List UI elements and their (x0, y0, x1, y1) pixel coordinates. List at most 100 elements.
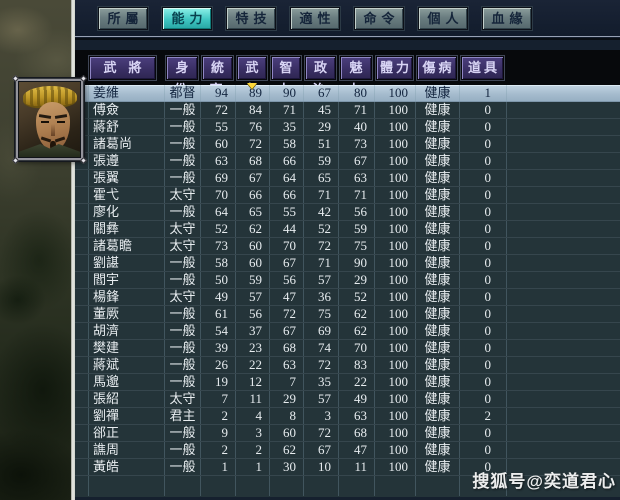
cell-chr: 71 (338, 187, 374, 203)
cell-lead: 60 (200, 136, 235, 152)
cell-rank: 一般 (164, 119, 200, 135)
officer-row[interactable]: 董厥 一般 61 56 72 75 62 100 健康 0 (75, 306, 620, 323)
officer-row[interactable]: 姜維 都督 94 89 90 67 80 100 健康 1 (75, 85, 620, 102)
cell-pol: 45 (303, 102, 338, 118)
cell-rank: 君主 (164, 408, 200, 424)
officer-row[interactable]: 張遵 一般 63 68 66 59 67 100 健康 0 (75, 153, 620, 170)
column-header-chr[interactable]: 魅力 (340, 56, 372, 97)
cell-name: 郤正 (75, 425, 164, 441)
cell-empty (269, 476, 303, 496)
officer-row[interactable]: 傅僉 一般 72 84 71 45 71 100 健康 0 (75, 102, 620, 119)
cell-lead: 52 (200, 221, 235, 237)
cell-health: 健康 (415, 442, 459, 458)
cell-hp: 100 (374, 272, 415, 288)
cell-rank: 一般 (164, 425, 200, 441)
officer-row[interactable]: 馬邈 一般 19 12 7 35 22 100 健康 0 (75, 374, 620, 391)
cell-name: 楊鋒 (75, 289, 164, 305)
officer-row[interactable]: 閻宇 一般 50 59 56 57 29 100 健康 0 (75, 272, 620, 289)
tab-skill[interactable]: 特技 (226, 6, 276, 30)
tab-affiliation[interactable]: 所屬 (98, 6, 148, 30)
officer-row[interactable]: 蔣斌 一般 26 22 63 72 83 100 健康 0 (75, 357, 620, 374)
tab-aptitude[interactable]: 適性 (290, 6, 340, 30)
cell-name: 閻宇 (75, 272, 164, 288)
officer-row[interactable]: 霍弋 太守 70 66 66 71 71 100 健康 0 (75, 187, 620, 204)
cell-pol: 59 (303, 153, 338, 169)
cell-health: 健康 (415, 323, 459, 339)
cell-chr: 40 (338, 119, 374, 135)
column-header-lead[interactable]: 統率 (202, 56, 233, 97)
cell-item: 0 (459, 340, 506, 356)
cell-rank: 太守 (164, 238, 200, 254)
officer-row[interactable]: 劉禪 君主 2 4 8 3 63 100 健康 2 (75, 408, 620, 425)
cell-spacer (506, 357, 620, 373)
officer-row[interactable]: 譙周 一般 2 2 62 67 47 100 健康 0 (75, 442, 620, 459)
cell-rank: 一般 (164, 272, 200, 288)
cell-lead: 2 (200, 408, 235, 424)
column-header-name[interactable]: 武將 (89, 56, 156, 80)
cell-hp: 100 (374, 340, 415, 356)
cell-war: 4 (235, 408, 269, 424)
cell-item: 0 (459, 187, 506, 203)
cell-chr: 63 (338, 408, 374, 424)
cell-war: 68 (235, 153, 269, 169)
cell-item: 0 (459, 272, 506, 288)
officer-portrait (11, 74, 88, 165)
column-header-rank[interactable]: 身份 (166, 56, 198, 97)
cell-war: 72 (235, 136, 269, 152)
cell-chr: 68 (338, 425, 374, 441)
cell-hp: 100 (374, 357, 415, 373)
cell-chr: 70 (338, 340, 374, 356)
cell-name: 張遵 (75, 153, 164, 169)
cell-int: 8 (269, 408, 303, 424)
officer-row[interactable]: 諸葛尚 一般 60 72 58 51 73 100 健康 0 (75, 136, 620, 153)
column-header-hp[interactable]: 體力 (376, 56, 413, 80)
cell-rank: 一般 (164, 255, 200, 271)
column-header-int[interactable]: 智力 (271, 56, 301, 97)
officer-row[interactable]: 黃皓 一般 1 1 30 10 11 100 健康 0 (75, 459, 620, 476)
column-header-war[interactable]: 武力 (237, 56, 267, 97)
cell-name: 劉禪 (75, 408, 164, 424)
officer-row[interactable]: 諸葛瞻 太守 73 60 70 72 75 100 健康 0 (75, 238, 620, 255)
cell-spacer (506, 238, 620, 254)
cell-item: 0 (459, 425, 506, 441)
cell-health: 健康 (415, 187, 459, 203)
cell-pol: 71 (303, 187, 338, 203)
cell-int: 68 (269, 340, 303, 356)
cell-hp: 100 (374, 238, 415, 254)
cell-int: 60 (269, 425, 303, 441)
officer-row[interactable]: 劉諶 一般 58 60 67 71 90 100 健康 0 (75, 255, 620, 272)
officer-row[interactable]: 廖化 一般 64 65 55 42 56 100 健康 0 (75, 204, 620, 221)
header-cell-pol: 政治 (303, 50, 338, 97)
cell-chr: 22 (338, 374, 374, 390)
cell-int: 71 (269, 102, 303, 118)
tab-kinship[interactable]: 血緣 (482, 6, 532, 30)
tab-personal[interactable]: 個人 (418, 6, 468, 30)
cell-pol: 57 (303, 391, 338, 407)
cell-health: 健康 (415, 136, 459, 152)
cell-lead: 73 (200, 238, 235, 254)
header-cell-name: 武將 (75, 50, 164, 85)
cell-war: 56 (235, 306, 269, 322)
cell-war: 76 (235, 119, 269, 135)
officer-row[interactable]: 樊建 一般 39 23 68 74 70 100 健康 0 (75, 340, 620, 357)
cell-rank: 一般 (164, 340, 200, 356)
cell-rank: 一般 (164, 153, 200, 169)
tab-order[interactable]: 命令 (354, 6, 404, 30)
column-header-item[interactable]: 道具 (461, 56, 504, 80)
cell-empty (75, 476, 164, 496)
cell-item: 0 (459, 357, 506, 373)
officer-row[interactable]: 胡濟 一般 54 37 67 69 62 100 健康 0 (75, 323, 620, 340)
officer-row[interactable]: 張紹 太守 7 11 29 57 49 100 健康 0 (75, 391, 620, 408)
cell-name: 蔣斌 (75, 357, 164, 373)
column-header-pol[interactable]: 政治 (305, 56, 336, 97)
officer-row[interactable]: 關彝 太守 52 62 44 52 59 100 健康 0 (75, 221, 620, 238)
officer-row[interactable]: 楊鋒 太守 49 57 47 36 52 100 健康 0 (75, 289, 620, 306)
tab-ability[interactable]: 能力 (162, 6, 212, 30)
column-header-health[interactable]: 傷病 (417, 56, 457, 80)
officer-row[interactable]: 郤正 一般 9 3 60 72 68 100 健康 0 (75, 425, 620, 442)
cell-empty (235, 476, 269, 496)
officer-row[interactable]: 蔣舒 一般 55 76 35 29 40 100 健康 0 (75, 119, 620, 136)
cell-item: 0 (459, 391, 506, 407)
officer-row[interactable]: 張翼 一般 69 67 64 65 63 100 健康 0 (75, 170, 620, 187)
